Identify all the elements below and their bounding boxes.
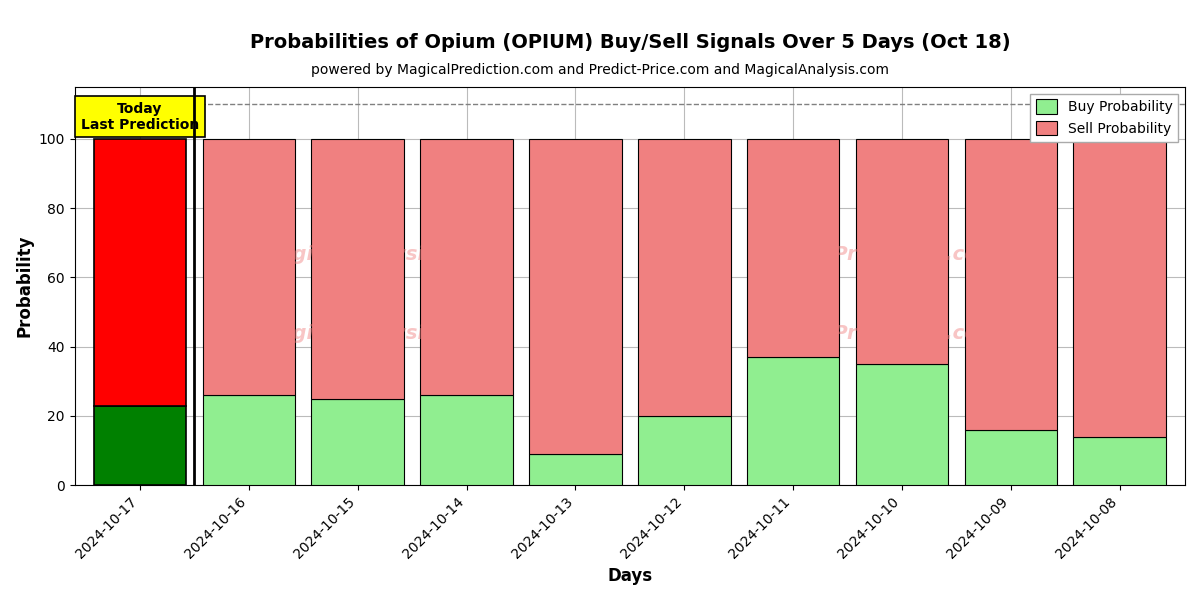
Bar xyxy=(1074,139,1166,437)
Bar xyxy=(965,139,1057,430)
Bar xyxy=(856,364,948,485)
Bar xyxy=(856,139,948,364)
Legend: Buy Probability, Sell Probability: Buy Probability, Sell Probability xyxy=(1030,94,1178,142)
Bar xyxy=(203,139,295,395)
Bar xyxy=(420,139,512,395)
Text: Today
Last Prediction: Today Last Prediction xyxy=(80,102,199,132)
Text: MagicalPrediction.com: MagicalPrediction.com xyxy=(750,325,998,343)
Y-axis label: Probability: Probability xyxy=(16,235,34,337)
Bar xyxy=(1074,437,1166,485)
Bar xyxy=(529,454,622,485)
Bar xyxy=(965,430,1057,485)
Bar xyxy=(420,395,512,485)
Text: MagicalAnalysis.com: MagicalAnalysis.com xyxy=(260,245,488,263)
Bar xyxy=(94,406,186,485)
Bar xyxy=(638,139,731,416)
Bar xyxy=(638,416,731,485)
Text: MagicalAnalysis.com: MagicalAnalysis.com xyxy=(260,325,488,343)
Bar xyxy=(94,139,186,406)
Bar xyxy=(746,357,839,485)
Bar xyxy=(529,139,622,454)
Bar xyxy=(312,139,404,398)
Text: MagicalPrediction.com: MagicalPrediction.com xyxy=(750,245,998,263)
Text: powered by MagicalPrediction.com and Predict-Price.com and MagicalAnalysis.com: powered by MagicalPrediction.com and Pre… xyxy=(311,63,889,77)
X-axis label: Days: Days xyxy=(607,567,653,585)
Bar xyxy=(312,398,404,485)
Bar xyxy=(203,395,295,485)
Bar xyxy=(746,139,839,357)
Title: Probabilities of Opium (OPIUM) Buy/Sell Signals Over 5 Days (Oct 18): Probabilities of Opium (OPIUM) Buy/Sell … xyxy=(250,33,1010,52)
